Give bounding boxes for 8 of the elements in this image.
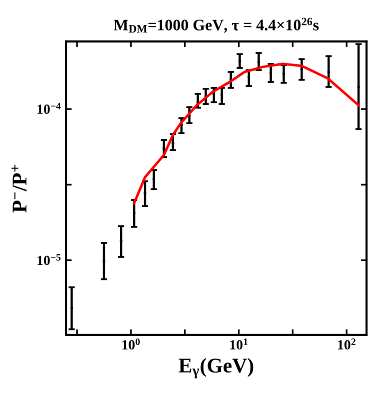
x-tick-label: 10$^{0}$ — [122, 338, 140, 350]
x-tick-label: 10$^{1}$ — [230, 338, 248, 350]
chart-title: M$_{DM}$=1000 GeV, τ = 4.4×10$^{26}$s — [114, 18, 319, 33]
x-axis-title: E$_{γ}$(GeV) — [178, 358, 254, 378]
y-tick-label: 10$^{−4}$ — [38, 102, 61, 114]
x-tick-label: 10$^{2}$ — [338, 338, 356, 350]
y-axis-title: P$^{−}$/P$^{+}$ — [11, 164, 27, 212]
y-tick-label: 10$^{−5}$ — [38, 254, 60, 266]
